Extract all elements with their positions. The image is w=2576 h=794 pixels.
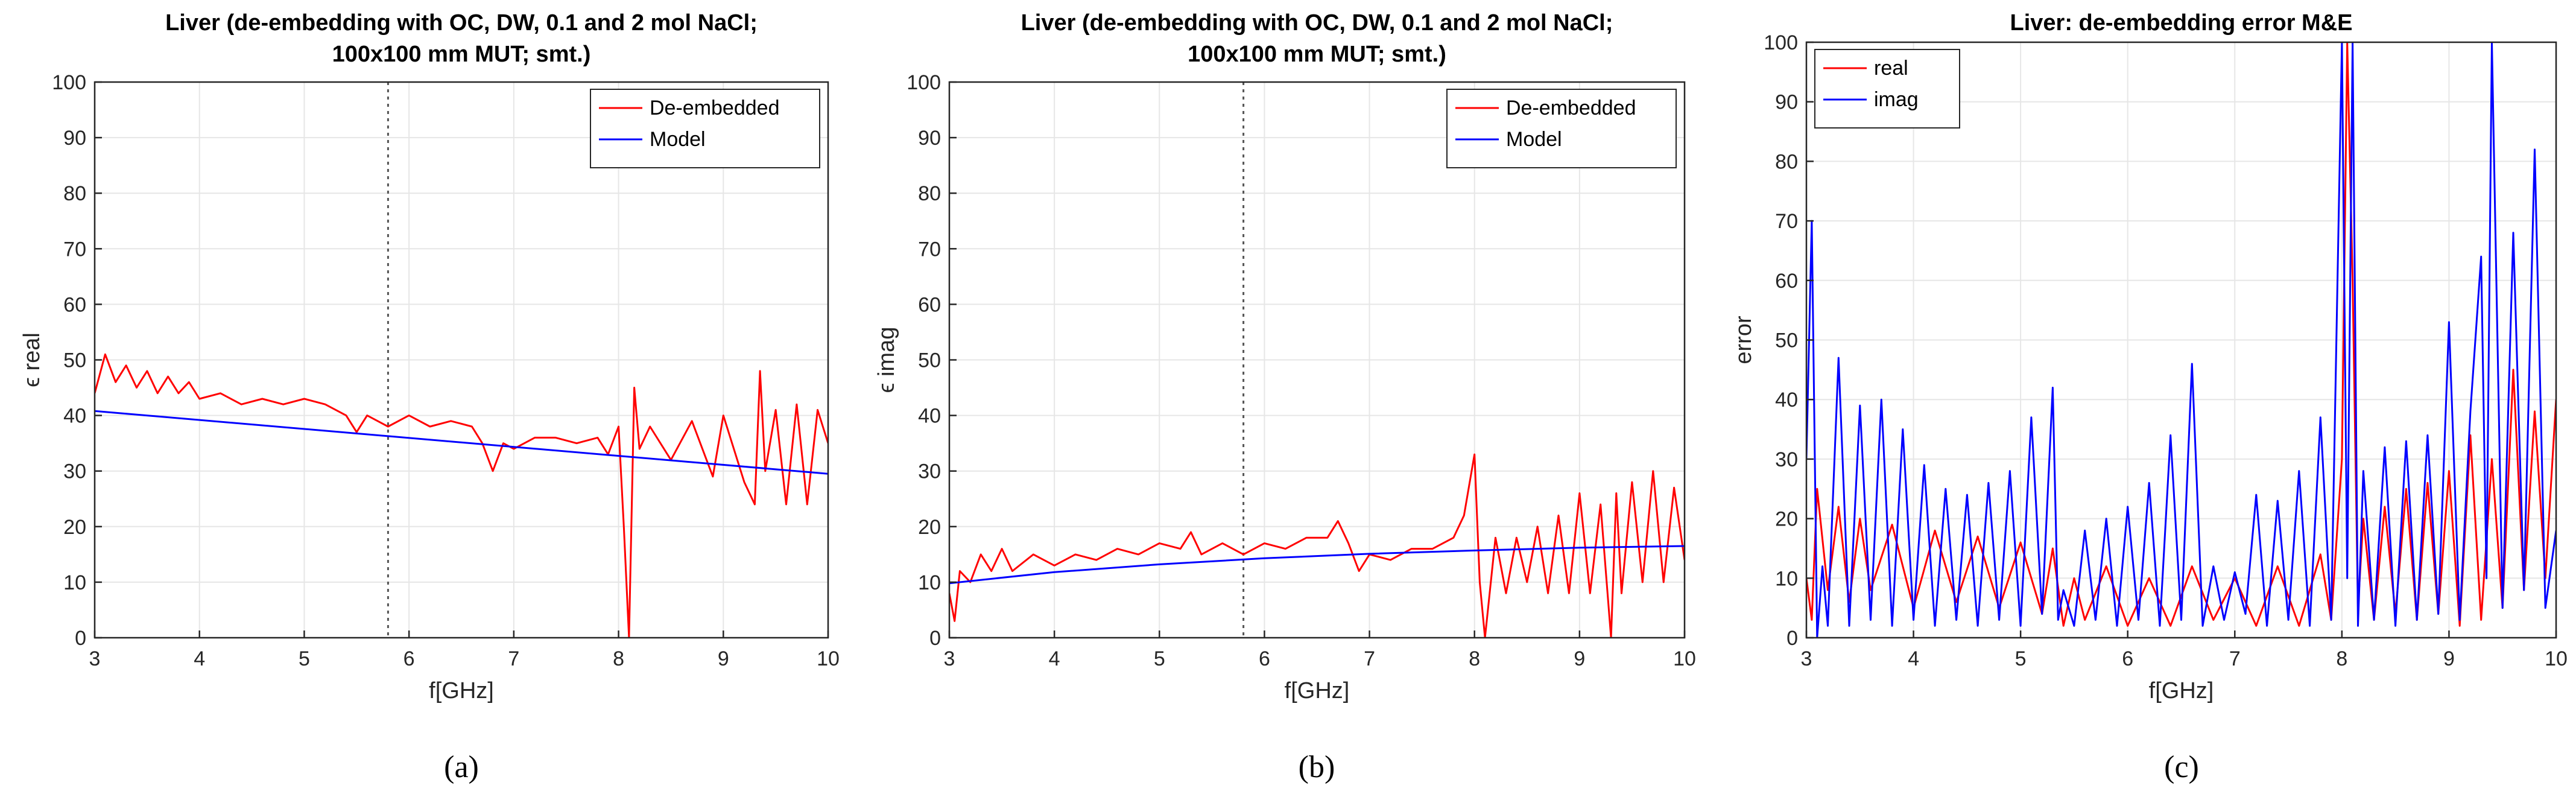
x-tick-label: 10	[2545, 647, 2568, 670]
y-tick-label: 90	[63, 127, 86, 150]
y-tick-label: 40	[1775, 389, 1798, 411]
legend-box	[590, 89, 820, 168]
y-tick-label: 20	[918, 516, 941, 539]
y-tick-label: 60	[63, 293, 86, 316]
y-tick-label: 30	[1775, 448, 1798, 471]
y-axis-label: ϵ imag	[874, 327, 899, 393]
y-tick-label: 50	[1775, 329, 1798, 352]
legend-label: real	[1874, 57, 1908, 80]
panel-caption: (a)	[444, 750, 479, 784]
x-tick-label: 7	[1364, 647, 1375, 670]
y-tick-label: 50	[918, 349, 941, 372]
x-tick-label: 6	[2122, 647, 2133, 670]
y-tick-label: 30	[63, 460, 86, 483]
legend-label: De-embedded	[650, 97, 779, 119]
x-tick-label: 7	[508, 647, 519, 670]
y-tick-label: 60	[1775, 270, 1798, 293]
y-tick-label: 90	[918, 127, 941, 150]
x-tick-label: 3	[1801, 647, 1812, 670]
y-tick-label: 100	[1764, 31, 1798, 54]
legend-box	[1446, 89, 1677, 168]
y-tick-label: 10	[918, 571, 941, 594]
x-tick-label: 5	[1154, 647, 1165, 670]
y-tick-label: 60	[918, 293, 941, 316]
chart-title: Liver (de-embedding with OC, DW, 0.1 and…	[165, 10, 758, 36]
y-tick-label: 20	[63, 516, 86, 539]
panel-caption: (c)	[2164, 750, 2199, 784]
legend-box	[1814, 49, 1960, 129]
x-tick-label: 8	[613, 647, 624, 670]
series-line-de-embedded	[95, 353, 828, 638]
x-tick-label: 3	[89, 647, 101, 670]
x-axis-label: f[GHz]	[2149, 678, 2214, 703]
y-tick-label: 80	[1775, 150, 1798, 173]
y-tick-label: 70	[1775, 210, 1798, 233]
y-tick-label: 100	[907, 71, 941, 94]
x-axis-label: f[GHz]	[1285, 678, 1350, 703]
x-tick-label: 9	[1574, 647, 1585, 670]
chart-title: Liver (de-embedding with OC, DW, 0.1 and…	[1021, 10, 1613, 36]
series-line-de-embedded	[949, 453, 1685, 638]
y-tick-label: 10	[1775, 567, 1798, 590]
legend-label: Model	[650, 128, 706, 151]
chart-title-line2: 100x100 mm MUT; smt.)	[332, 42, 591, 67]
x-tick-label: 9	[718, 647, 729, 670]
series-line-model	[949, 545, 1685, 585]
y-axis-label: error	[1731, 316, 1756, 364]
x-tick-label: 7	[2229, 647, 2241, 670]
x-tick-label: 10	[1673, 647, 1696, 670]
y-tick-label: 70	[63, 238, 86, 261]
y-tick-label: 10	[63, 571, 86, 594]
y-axis-label: ϵ real	[19, 332, 45, 387]
chart-panel-3: 3 4 5 6 7 8 9 100102030405060708090100f[GHz]err…	[1731, 10, 2568, 784]
chart-title-line2: 100x100 mm MUT; smt.)	[1188, 42, 1446, 67]
x-tick-label: 9	[2443, 647, 2455, 670]
x-tick-label: 6	[403, 647, 415, 670]
y-tick-label: 0	[1786, 627, 1798, 650]
y-tick-label: 100	[52, 71, 86, 94]
y-tick-label: 90	[1775, 91, 1798, 114]
y-tick-label: 0	[929, 627, 941, 650]
y-tick-label: 50	[63, 349, 86, 372]
legend-label: De-embedded	[1506, 97, 1636, 119]
x-tick-label: 4	[1908, 647, 1919, 670]
x-tick-label: 8	[2336, 647, 2347, 670]
y-tick-label: 40	[63, 405, 86, 428]
legend-label: Model	[1506, 128, 1562, 151]
legend: real imag	[1814, 49, 1960, 129]
series-line-imag	[1806, 42, 2556, 638]
x-tick-label: 6	[1259, 647, 1270, 670]
x-tick-label: 5	[299, 647, 310, 670]
y-tick-label: 80	[918, 182, 941, 205]
legend: De-embedded Model	[590, 89, 820, 168]
x-tick-label: 5	[2015, 647, 2027, 670]
y-tick-label: 30	[918, 460, 941, 483]
panel-caption: (b)	[1299, 750, 1335, 784]
x-tick-label: 4	[1049, 647, 1060, 670]
y-tick-label: 70	[918, 238, 941, 261]
x-tick-label: 4	[194, 647, 205, 670]
x-tick-label: 3	[944, 647, 955, 670]
x-tick-label: 10	[817, 647, 840, 670]
y-tick-label: 0	[75, 627, 86, 650]
chart-title: Liver: de-embedding error M&E	[2010, 10, 2353, 36]
x-axis-label: f[GHz]	[429, 678, 494, 703]
y-tick-label: 40	[918, 405, 941, 428]
y-tick-label: 20	[1775, 508, 1798, 531]
series-line-model	[95, 410, 828, 475]
y-tick-label: 80	[63, 182, 86, 205]
x-tick-label: 8	[1469, 647, 1480, 670]
legend: De-embedded Model	[1446, 89, 1677, 168]
legend-label: imag	[1874, 88, 1919, 111]
